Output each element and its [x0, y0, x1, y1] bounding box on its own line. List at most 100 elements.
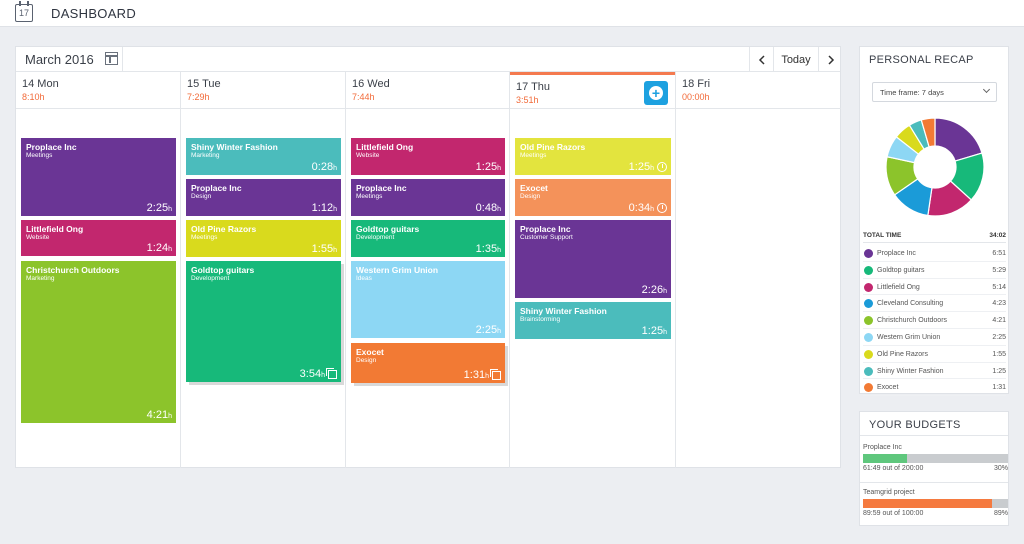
entry-duration-unit: h [333, 247, 337, 254]
entry-duration-unit: h [663, 329, 667, 336]
time-entry[interactable]: Christchurch Outdoors Marketing 4:21h [21, 261, 176, 423]
time-entry[interactable]: Proplace Inc Customer Support 2:26h [515, 220, 671, 298]
entry-duration-value: 0:48 [475, 202, 498, 214]
entry-duration-unit: h [663, 288, 667, 295]
recap-legend-item[interactable]: Western Grim Union 2:25 [863, 329, 1006, 346]
legend-swatch [864, 282, 873, 292]
legend-project: Cleveland Consulting [877, 300, 944, 308]
entry-task: Marketing [26, 275, 55, 282]
recap-legend-item[interactable]: Cleveland Consulting 4:23 [863, 295, 1006, 313]
entry-duration-unit: h [497, 247, 501, 254]
recap-legend-item[interactable]: Old Pine Razors 1:55 [863, 346, 1006, 363]
calendar-icon[interactable]: 17 [15, 1, 33, 22]
today-button[interactable]: Today [773, 47, 818, 72]
recap-title: PERSONAL RECAP [869, 54, 974, 66]
recap-legend: Proplace Inc 6:51 Goldtop guitars 5:29 Littl… [863, 245, 1006, 397]
legend-value: 6:51 [992, 250, 1006, 257]
entry-duration-unit: h [650, 206, 654, 213]
entry-duration: 2:25h [147, 202, 172, 214]
donut-slice[interactable] [920, 117, 936, 148]
time-entry[interactable]: Old Pine Razors Meetings 1:55h [186, 220, 341, 257]
entry-duration-value: 2:25 [475, 324, 498, 336]
entry-duration: 0:48h [476, 202, 501, 214]
recap-legend-item[interactable]: Proplace Inc 6:51 [863, 245, 1006, 262]
day-column[interactable]: 15 Tue 7:29h Shiny Winter Fashion Marketing… [181, 72, 346, 468]
entry-task: Meetings [520, 152, 547, 159]
clock-icon [657, 162, 667, 173]
legend-project: Shiny Winter Fashion [877, 367, 944, 375]
add-entry-button[interactable] [644, 81, 668, 105]
recap-donut-chart [885, 117, 985, 217]
prev-week-button[interactable] [749, 47, 773, 72]
legend-project: Littlefield Ong [877, 283, 920, 291]
entry-duration-value: 1:25 [641, 325, 664, 337]
recap-legend-item[interactable]: Littlefield Ong 5:14 [863, 279, 1006, 296]
time-entry[interactable]: Proplace Inc Meetings 2:25h [21, 138, 176, 216]
time-entry[interactable]: Littlefield Ong Website 1:25h [351, 138, 505, 175]
budget-percent: 89% [993, 510, 1008, 517]
entry-task: Website [26, 234, 50, 241]
time-entry[interactable]: Goldtop guitars Development 3:54h [186, 261, 341, 382]
entry-project: Proplace Inc [356, 183, 407, 193]
entry-project: Christchurch Outdoors [26, 265, 120, 275]
divider [860, 482, 1008, 483]
week-calendar: March 2016 Today 14 Mon 8:10h Proplace Inc… [15, 46, 841, 468]
legend-project: Proplace Inc [877, 250, 916, 257]
next-week-button[interactable] [818, 47, 842, 72]
time-entry[interactable]: Shiny Winter Fashion Marketing 0:28h [186, 138, 341, 175]
entry-duration: 1:24h [147, 242, 172, 254]
month-label: March 2016 [25, 52, 94, 67]
entry-duration-value: 1:55 [311, 243, 334, 255]
entry-project: Proplace Inc [26, 142, 77, 152]
legend-project: Christchurch Outdoors [877, 317, 948, 325]
time-entry[interactable]: Shiny Winter Fashion Brainstorming 1:25h [515, 302, 671, 339]
time-entry[interactable]: Exocet Design 1:31h [351, 343, 505, 383]
entry-task: Development [191, 275, 230, 282]
calendar-toolbar: March 2016 Today [16, 47, 840, 72]
time-entry[interactable]: Proplace Inc Meetings 0:48h [351, 179, 505, 216]
calendar-view-icon[interactable] [105, 52, 118, 65]
legend-value: 1:31 [992, 384, 1006, 392]
month-name: March [25, 52, 62, 67]
day-column[interactable]: 16 Wed 7:44h Littlefield Ong Website 1:25h Pr… [346, 72, 510, 468]
entry-duration-value: 1:35 [475, 243, 498, 255]
entry-duration-unit: h [650, 165, 654, 172]
entry-task: Design [520, 193, 541, 200]
day-name: 17 Thu [516, 81, 551, 93]
time-entry[interactable]: Western Grim Union Ideas 2:25h [351, 261, 505, 338]
day-header: 18 Fri 00:00h [676, 72, 841, 109]
day-header: 17 Thu 3:51h [510, 72, 675, 109]
entry-duration-value: 2:25 [146, 202, 169, 214]
entry-task: Website [356, 152, 380, 159]
budget-usage: 89:59 out of 100:00 [863, 510, 924, 517]
day-column[interactable]: 18 Fri 00:00h [676, 72, 841, 468]
time-entry[interactable]: Proplace Inc Design 1:12h [186, 179, 341, 216]
day-total: 7:29h [187, 92, 210, 102]
timeframe-select[interactable]: Time frame: 7 days [872, 82, 997, 102]
recap-legend-item[interactable]: Christchurch Outdoors 4:21 [863, 312, 1006, 329]
budget-progress-bar [863, 499, 1008, 508]
recap-legend-item[interactable]: Exocet 1:31 [863, 379, 1006, 397]
entry-project: Exocet [520, 183, 548, 193]
day-column[interactable]: 14 Mon 8:10h Proplace Inc Meetings 2:25h Litt… [16, 72, 181, 468]
recap-legend-item[interactable]: Shiny Winter Fashion 1:25 [863, 363, 1006, 380]
time-entry[interactable]: Old Pine Razors Meetings 1:25h [515, 138, 671, 175]
legend-value: 4:21 [992, 317, 1006, 325]
time-entry[interactable]: Goldtop guitars Development 1:35h [351, 220, 505, 257]
day-total: 8:10h [22, 92, 45, 102]
time-entry[interactable]: Littlefield Ong Website 1:24h [21, 220, 176, 256]
entry-project: Western Grim Union [356, 265, 439, 275]
entry-duration-value: 1:25 [475, 161, 498, 173]
recap-legend-item[interactable]: Goldtop guitars 5:29 [863, 262, 1006, 279]
entry-duration-unit: h [333, 206, 337, 213]
day-total: 00:00h [682, 92, 710, 102]
day-total: 7:44h [352, 92, 375, 102]
entry-duration-value: 0:28 [311, 161, 334, 173]
legend-swatch [864, 332, 873, 342]
total-time-row: TOTAL TIME 34:02 [863, 230, 1006, 243]
day-name: 14 Mon [22, 78, 59, 90]
entry-task: Meetings [191, 234, 218, 241]
entry-duration-unit: h [497, 165, 501, 172]
time-entry[interactable]: Exocet Design 0:34h [515, 179, 671, 216]
